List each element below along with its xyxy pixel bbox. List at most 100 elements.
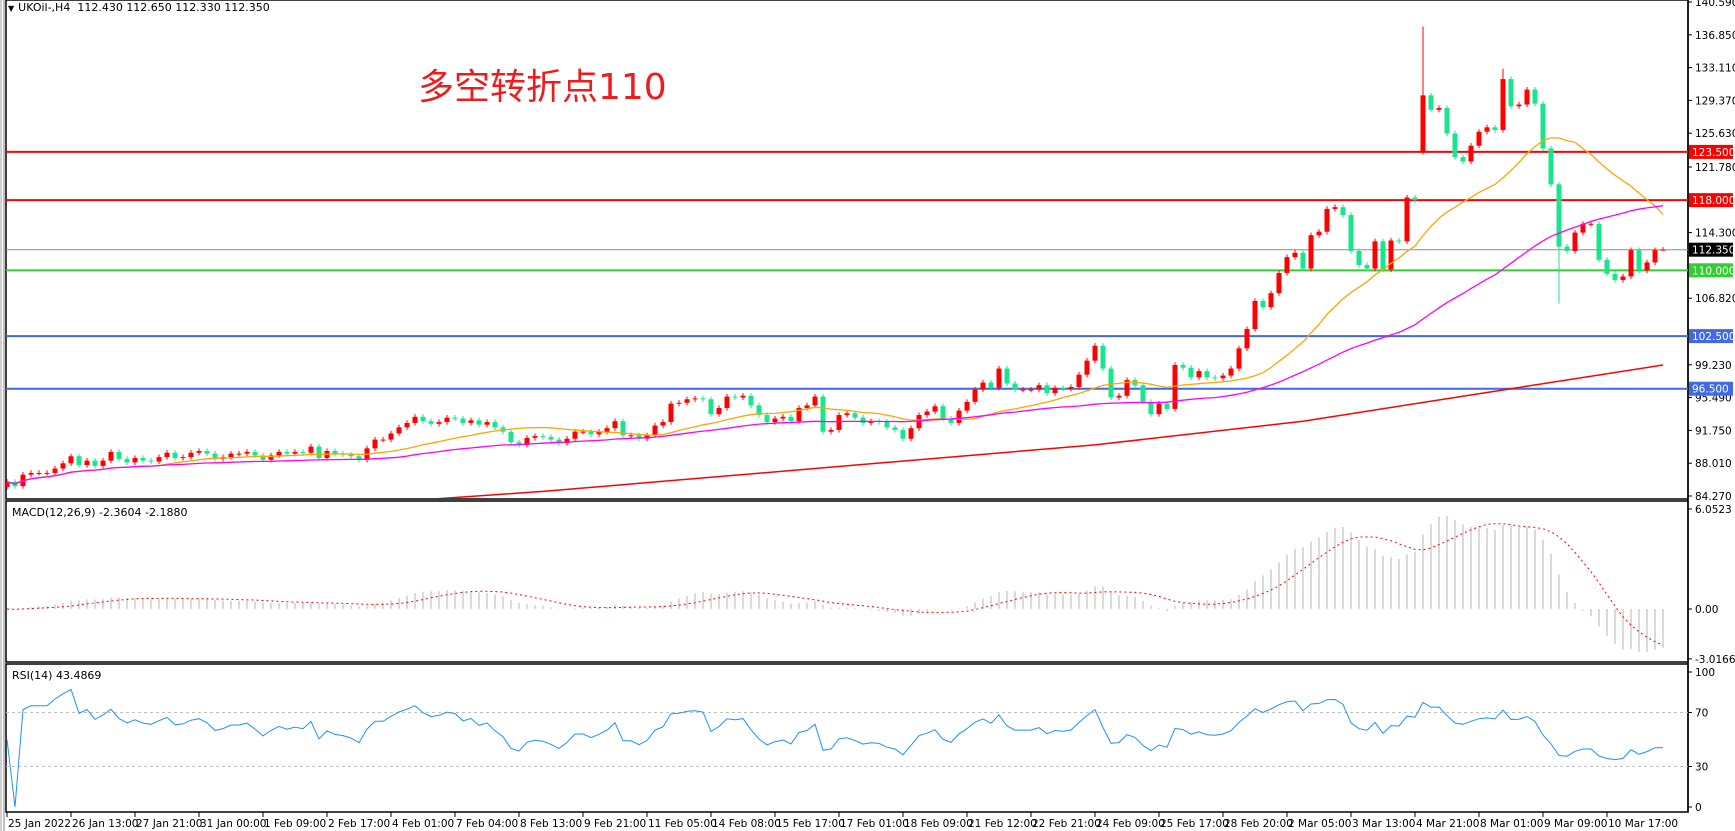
candle-body [660, 422, 666, 426]
candle [1436, 105, 1442, 113]
candle [348, 451, 354, 459]
candle-body [116, 451, 122, 459]
candle [1468, 143, 1474, 165]
candle [44, 470, 50, 476]
price-panel[interactable] [5, 26, 1689, 499]
price-tick-label: 114.300 [1695, 228, 1735, 240]
candle-body [188, 452, 194, 458]
candle [868, 418, 874, 426]
candle-body [1644, 262, 1650, 271]
candle [604, 425, 610, 435]
price-tick-label: 125.630 [1695, 128, 1735, 140]
candle [52, 465, 58, 476]
candle-body [1580, 223, 1586, 233]
candle-body [460, 418, 466, 423]
candle-body [1060, 387, 1066, 389]
dropdown-triangle-icon[interactable]: ▼ [8, 4, 15, 13]
candle [132, 455, 138, 466]
candle-body [396, 427, 402, 434]
time-tick-label: 4 Feb 01:00 [392, 818, 454, 830]
candle-body [812, 396, 818, 406]
candle-body [852, 413, 858, 418]
candle-body [892, 427, 898, 430]
candle [1284, 254, 1290, 276]
candle-body [108, 451, 114, 461]
candle-body [1044, 385, 1050, 394]
candle-body [484, 422, 490, 425]
candle-body [1308, 235, 1314, 269]
candle-body [1276, 272, 1282, 294]
candle [236, 451, 242, 457]
candle-body [356, 456, 362, 460]
macd-panel[interactable] [6, 515, 1664, 653]
candle-body [740, 395, 746, 398]
candle-body [1604, 259, 1610, 274]
candle-body [1076, 374, 1082, 387]
candle [1020, 386, 1026, 393]
candle [76, 453, 82, 468]
candle-body [716, 408, 722, 415]
price-tick-label: 84.270 [1695, 491, 1732, 503]
candle [428, 418, 434, 427]
macd-signal-line [6, 523, 1664, 646]
price-tick-label: 88.010 [1695, 458, 1732, 470]
level-price-tag [1689, 144, 1733, 159]
candle [524, 435, 530, 448]
candle [1028, 386, 1034, 393]
price-tick-label: 133.110 [1695, 63, 1735, 75]
candle-body [428, 421, 434, 424]
candle [1188, 365, 1194, 380]
candle [452, 415, 458, 422]
candle [156, 454, 162, 465]
candle [1660, 247, 1666, 251]
candle [380, 436, 386, 443]
candle [892, 424, 898, 433]
candle-body [628, 435, 634, 437]
candle [1260, 298, 1266, 310]
price-tick-label: 140.590 [1695, 0, 1735, 9]
candle-body [1612, 273, 1618, 280]
candle-body [180, 457, 186, 459]
candle [724, 393, 730, 411]
candle-body [1220, 375, 1226, 379]
price-tick-label: 91.750 [1695, 425, 1732, 437]
candle [980, 379, 986, 393]
candle-body [684, 399, 690, 403]
candle-body [1196, 371, 1202, 378]
time-tick-label: 9 Mar 09:00 [1544, 818, 1607, 830]
candle [1548, 145, 1554, 187]
candle [1540, 101, 1546, 152]
candle [516, 439, 522, 448]
candle [740, 393, 746, 401]
candle-body [468, 420, 474, 423]
candle [1052, 385, 1058, 396]
candle-body [668, 403, 674, 423]
candle [572, 429, 578, 442]
candle [508, 429, 514, 445]
candle-body [204, 451, 210, 454]
candle [1004, 365, 1010, 387]
rsi-panel[interactable] [6, 688, 1688, 808]
level-price-label: 123.500 [1692, 147, 1735, 159]
moving-average-50 [6, 205, 1664, 485]
candle-body [1052, 387, 1058, 394]
candle [116, 449, 122, 462]
time-tick-label: 11 Feb 05:00 [648, 818, 717, 830]
candle [1404, 194, 1410, 245]
price-tick-label: 99.230 [1695, 360, 1732, 372]
candle [540, 433, 546, 440]
time-tick-label: 8 Feb 13:00 [520, 818, 582, 830]
candle [308, 443, 314, 456]
candle-body [1540, 103, 1546, 149]
candle [1308, 232, 1314, 272]
time-tick-label: 8 Mar 01:00 [1480, 818, 1543, 830]
candle-body [316, 446, 322, 459]
candle [1212, 374, 1218, 381]
candle [564, 436, 570, 446]
candle-body [780, 416, 786, 419]
candle-body [796, 408, 802, 422]
candle-body [1100, 345, 1106, 369]
candle-body [1212, 377, 1218, 379]
candle [68, 453, 74, 466]
candle-body [276, 451, 282, 456]
